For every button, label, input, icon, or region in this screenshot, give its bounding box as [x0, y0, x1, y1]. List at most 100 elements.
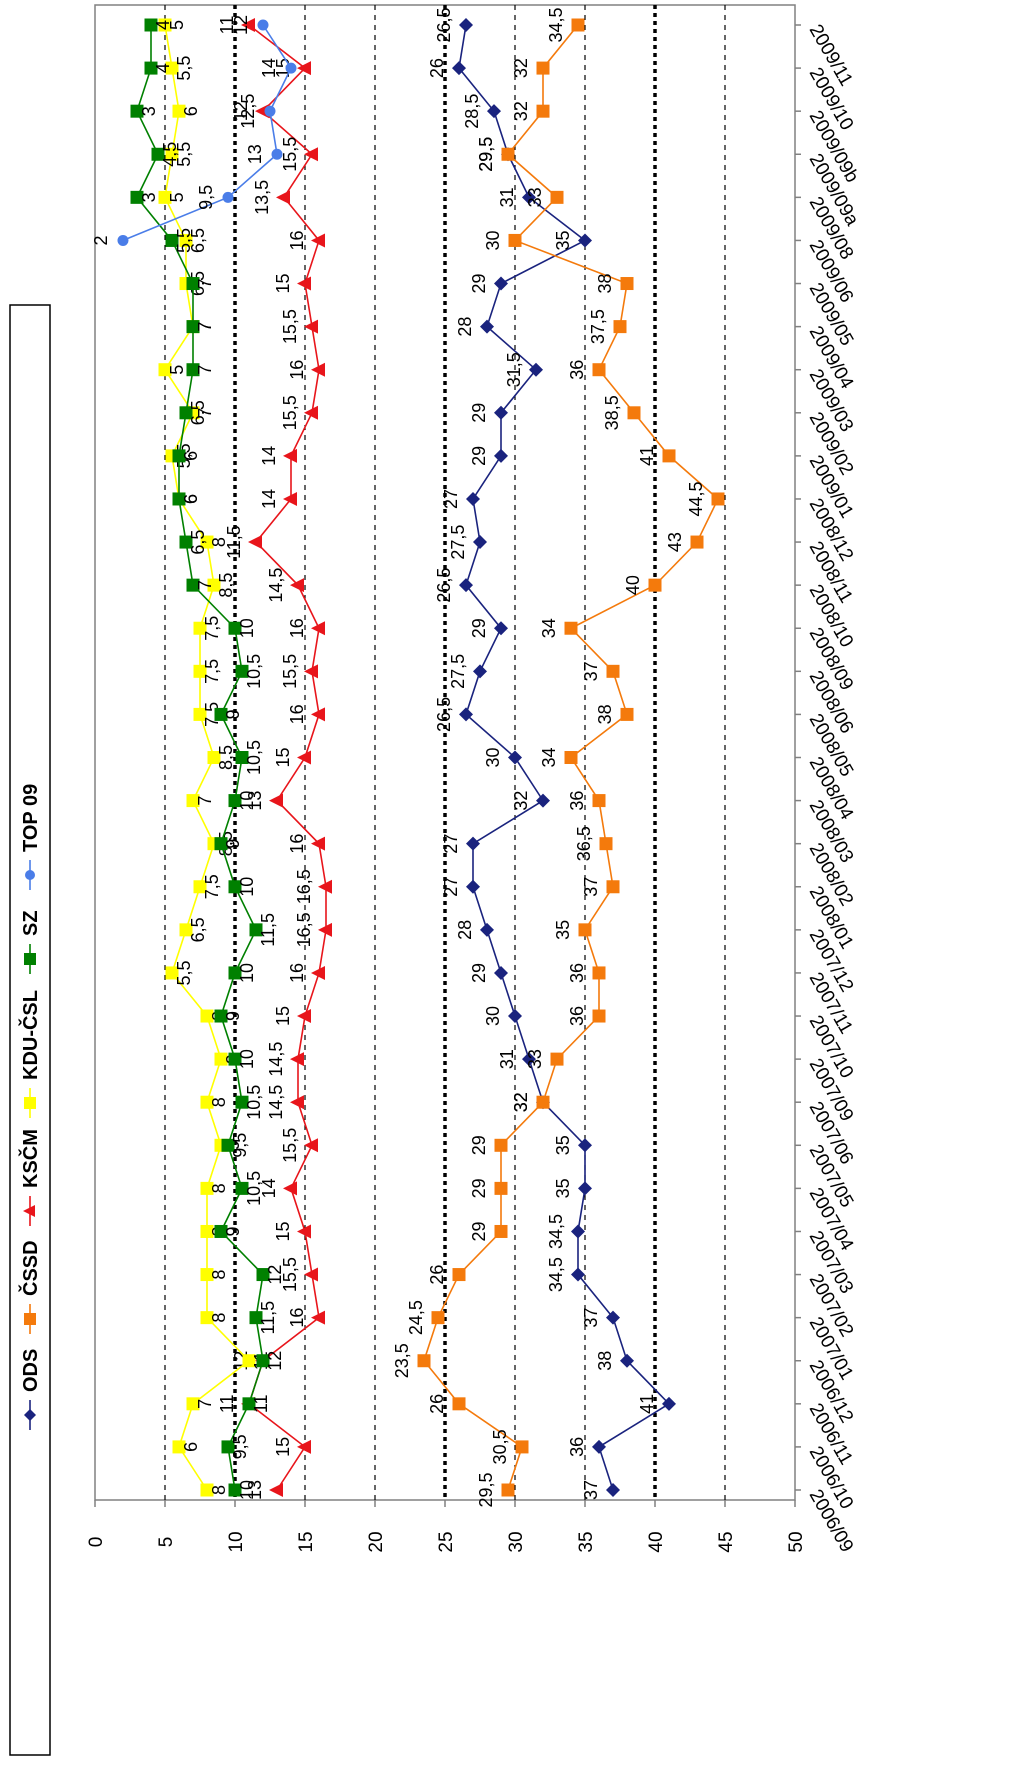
data-label: 8 [209, 1313, 229, 1323]
series-top-09: 2 9,5 13 12,514 12 [91, 15, 297, 246]
data-label: 7 [195, 322, 215, 332]
data-label: 6,5 [188, 917, 208, 942]
data-label: 15,5 [280, 137, 300, 172]
data-point [494, 276, 508, 291]
data-label: 11,5 [224, 525, 244, 559]
data-label: 8,5 [216, 745, 236, 770]
data-label: 27 [441, 877, 461, 897]
data-point [578, 923, 592, 937]
data-point [186, 277, 200, 291]
data-point [235, 751, 249, 764]
data-point [235, 1181, 249, 1195]
legend-label: SZ [20, 910, 42, 936]
data-point [620, 707, 634, 721]
data-point [487, 104, 501, 119]
data-label: 29 [469, 1178, 489, 1198]
data-label: 16 [287, 360, 307, 380]
data-label: 7 [195, 279, 215, 289]
data-point [466, 836, 480, 851]
data-point [214, 1009, 228, 1023]
data-point [283, 1181, 297, 1196]
data-label: 35 [553, 230, 573, 250]
data-label: 30 [483, 230, 503, 250]
data-point [228, 966, 242, 980]
data-label: 28 [455, 920, 475, 940]
data-point [606, 664, 620, 678]
data-point [571, 18, 585, 32]
legend-label: TOP 09 [20, 784, 42, 852]
data-point [179, 406, 193, 420]
data-point [304, 319, 318, 334]
data-point [235, 1095, 249, 1109]
data-point [564, 751, 578, 764]
y-tick-label: 5 [156, 1537, 177, 1548]
series--ssd: 29,530,52623,524,52629292932333636353736… [392, 7, 725, 1508]
data-label: 36 [567, 360, 587, 380]
data-label: 15 [273, 1006, 293, 1026]
data-point [172, 492, 186, 506]
data-label: 16,5 [294, 912, 314, 947]
legend-marker [24, 1097, 36, 1109]
data-label: 9 [223, 1011, 243, 1021]
data-point [473, 535, 487, 550]
data-label: 7 [195, 322, 215, 332]
data-label: 2 [91, 235, 111, 245]
data-label: 33 [525, 1049, 545, 1069]
data-point [264, 105, 276, 117]
data-point [249, 1311, 263, 1325]
data-label: 7 [195, 408, 215, 418]
data-point [494, 405, 508, 420]
data-label: 6 [181, 494, 201, 504]
data-label: 14 [259, 489, 279, 509]
data-point [222, 191, 234, 203]
data-point [158, 190, 172, 204]
data-label: 11 [251, 1394, 271, 1413]
data-label: 32 [511, 101, 531, 121]
data-point [179, 923, 193, 937]
legend: ODS ČSSD KSČM KDU-ČSL SZ TOP 09 [9, 304, 51, 1756]
data-label: 15 [273, 274, 293, 294]
data-point [311, 621, 325, 636]
data-label: 6,5 [188, 400, 208, 425]
data-label: 11,5 [258, 913, 278, 947]
data-point [200, 1268, 214, 1282]
data-label: 35 [553, 920, 573, 940]
data-point [172, 104, 186, 118]
data-point [228, 1052, 242, 1066]
data-label: 41 [637, 1394, 657, 1414]
data-label: 34,5 [546, 1257, 566, 1292]
data-point [311, 965, 325, 980]
data-label: 16,5 [294, 869, 314, 904]
data-point [256, 1354, 270, 1368]
y-tick-label: 15 [296, 1531, 317, 1552]
data-point [620, 1353, 634, 1368]
data-label: 16 [287, 1308, 307, 1328]
data-point [571, 1267, 585, 1282]
data-label: 26 [427, 1394, 447, 1414]
data-point [144, 61, 158, 75]
data-label: 10,5 [244, 1085, 264, 1120]
data-label: 13 [245, 1480, 265, 1500]
data-point [248, 535, 262, 550]
data-point [311, 233, 325, 248]
series-ods: 37 36 41 38 37 34,5 34,5 35 35 32 31 30 29 28 27 27 32 30… [427, 7, 676, 1500]
y-tick-label: 50 [786, 1531, 807, 1552]
data-label: 16 [287, 704, 307, 724]
data-point [522, 190, 536, 205]
data-point [158, 363, 172, 377]
data-label: 38 [595, 274, 615, 294]
data-point [311, 1310, 325, 1325]
data-point [494, 1224, 508, 1238]
data-label: 15,5 [280, 654, 300, 689]
data-point [186, 320, 200, 334]
data-label: 12 [265, 1351, 285, 1371]
data-point [536, 793, 550, 808]
data-point [242, 1397, 256, 1411]
data-label: 37 [581, 661, 601, 681]
data-label: 31,5 [504, 352, 524, 387]
data-point [480, 922, 494, 937]
data-point [235, 664, 249, 678]
plot-area: 0 5 10 15 20 25 30 35 40 45 502006/092006/102006/1… [86, 4, 863, 1556]
